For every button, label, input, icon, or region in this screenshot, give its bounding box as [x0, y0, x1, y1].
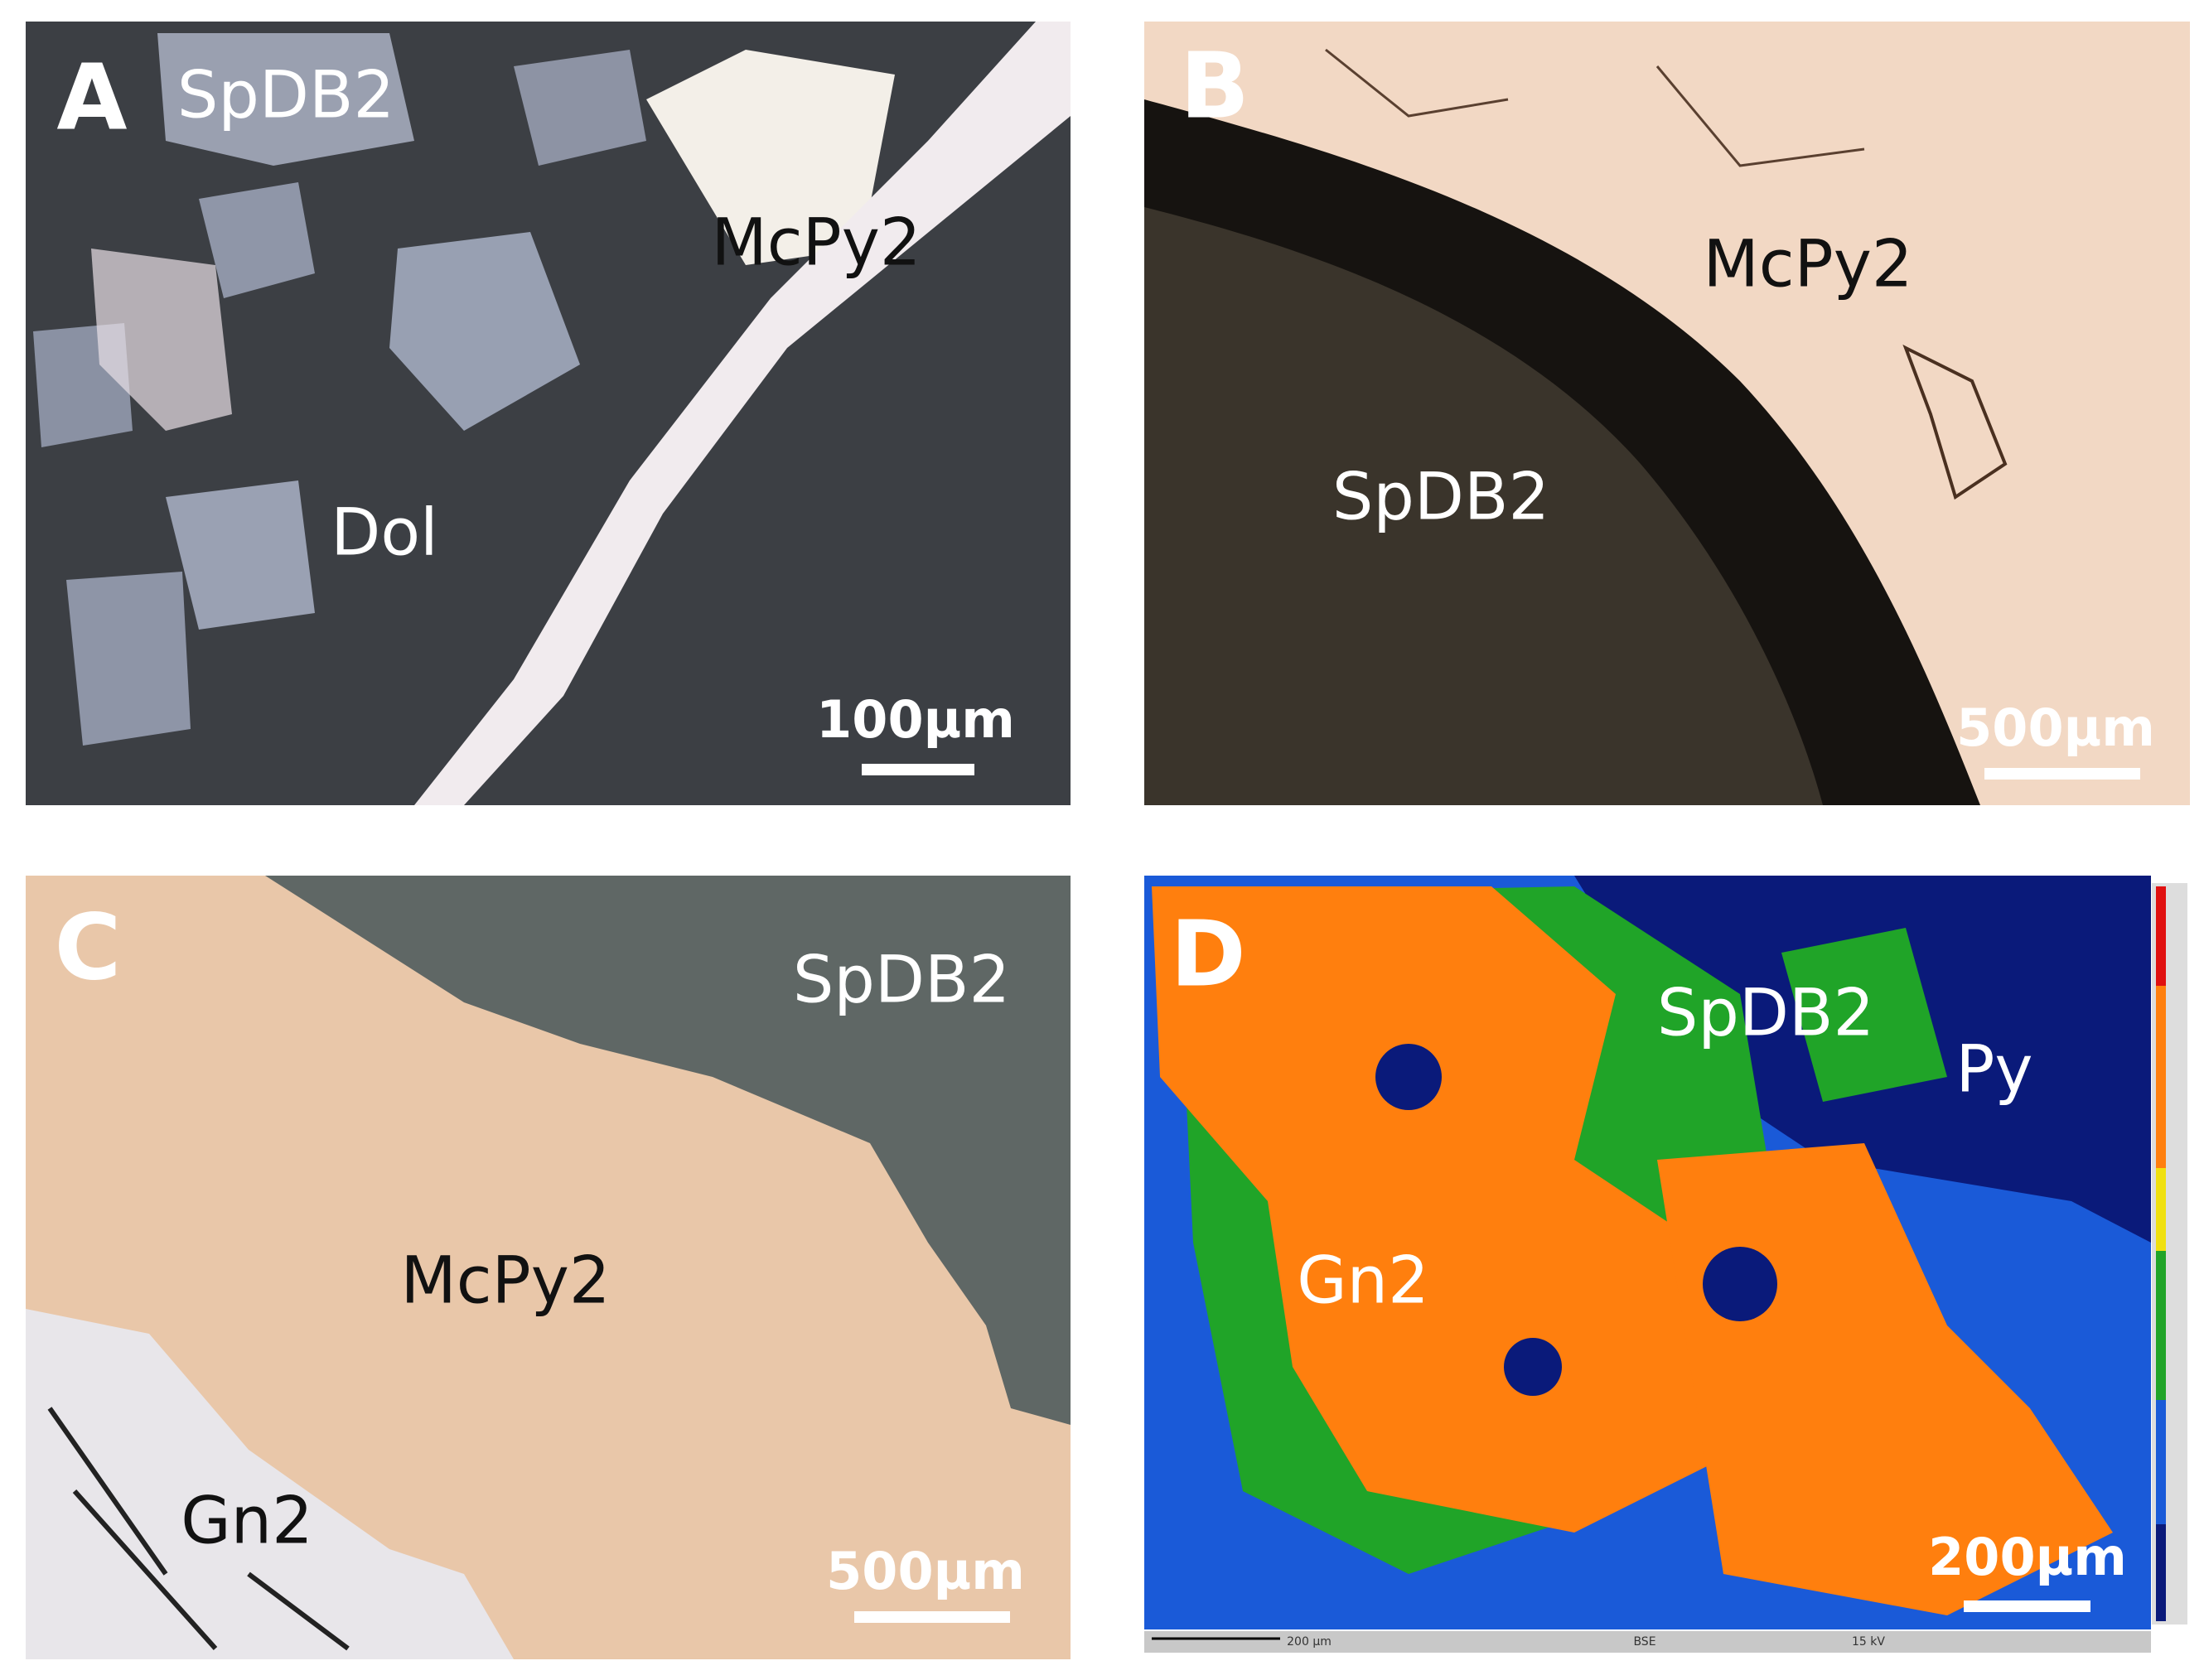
- mineral-label: Dol: [331, 495, 437, 570]
- panel-a-image: [26, 22, 1071, 805]
- scale-bar: [1964, 1600, 2090, 1612]
- panel-b-image: [1144, 22, 2190, 805]
- scale-bar-label: 500µm: [826, 1541, 1025, 1601]
- mineral-label: SpDB2: [793, 943, 1010, 1017]
- mineral-label: McPy2: [1703, 227, 1912, 302]
- mineral-label: SpDB2: [177, 58, 394, 133]
- mineral-label: Gn2: [181, 1484, 313, 1558]
- mineral-label: McPy2: [711, 205, 921, 280]
- footer-text: 200 µm: [1287, 1635, 1332, 1649]
- scale-bar: [854, 1611, 1010, 1623]
- scale-bar: [1984, 768, 2140, 780]
- panel-letter: B: [1180, 32, 1249, 138]
- mineral-label: Py: [1955, 1032, 2032, 1107]
- panel-d-image: [1144, 876, 2151, 1629]
- panel-letter: D: [1170, 900, 1245, 1007]
- footer-bar: [1144, 1631, 2151, 1653]
- scale-bar-label: 200µm: [1928, 1527, 2127, 1587]
- mineral-label: SpDB2: [1332, 460, 1549, 534]
- mineral-label: McPy2: [400, 1243, 610, 1318]
- panel-letter: A: [56, 44, 127, 150]
- footer-text: 15 kV: [1852, 1635, 1885, 1649]
- panel-c-image: [26, 876, 1071, 1659]
- scale-bar-label: 100µm: [816, 689, 1015, 750]
- mineral-label: SpDB2: [1657, 976, 1874, 1050]
- scale-bar: [862, 764, 974, 775]
- footer-text: BSE: [1633, 1635, 1655, 1649]
- panel-letter: C: [55, 894, 122, 1000]
- colorbar: [2156, 886, 2166, 1621]
- scale-bar-label: 500µm: [1956, 698, 2155, 758]
- mineral-label: Gn2: [1297, 1243, 1429, 1318]
